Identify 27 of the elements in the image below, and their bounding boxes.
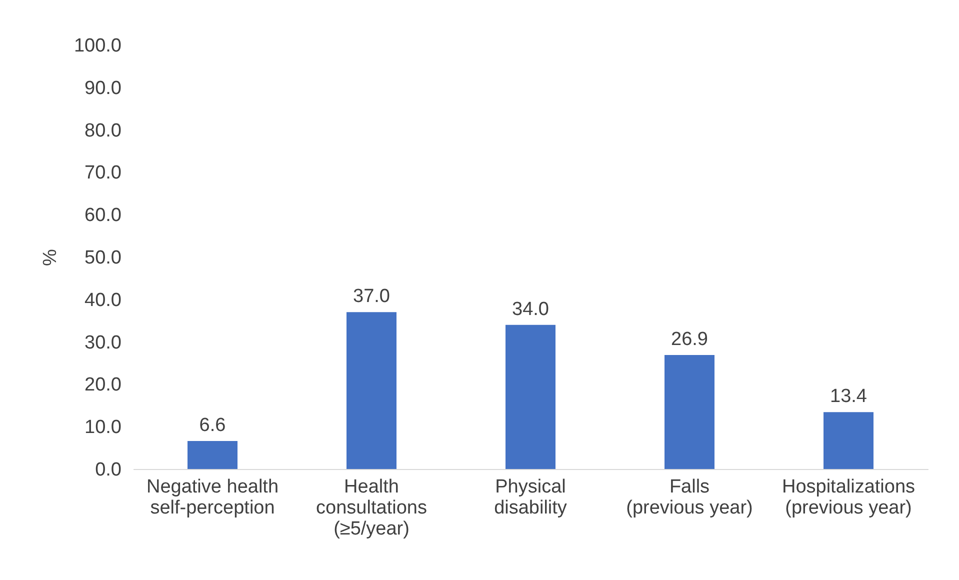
data-label: 37.0 [353, 286, 390, 308]
x-tick-label: Physical disability [494, 476, 568, 518]
data-label: 13.4 [830, 386, 868, 408]
x-tick-label: Health consultations (≥5/year) [316, 476, 427, 540]
bar [346, 312, 396, 469]
data-label: 34.0 [512, 298, 549, 320]
bar [188, 441, 238, 469]
x-tick-label: Negative health self-perception [146, 476, 279, 518]
y-tick-label: 30.0 [84, 332, 122, 354]
y-tick-label: 100.0 [74, 36, 122, 56]
x-tick-label: Hospitalizations (previous year) [782, 476, 916, 518]
y-tick-label: 40.0 [84, 290, 122, 311]
data-label: 26.9 [671, 328, 708, 350]
y-tick-label: 0.0 [95, 460, 122, 480]
y-axis-title: % [40, 248, 61, 266]
y-tick-label: 80.0 [84, 120, 122, 142]
y-tick-label: 20.0 [84, 374, 122, 396]
y-tick-label: 70.0 [84, 162, 122, 184]
y-tick-label: 50.0 [84, 248, 122, 268]
bar [824, 412, 874, 469]
y-tick-label: 10.0 [84, 417, 122, 438]
bar [506, 324, 556, 469]
y-tick-label: 60.0 [84, 205, 122, 226]
bar [664, 354, 714, 469]
x-tick-label: Falls (previous year) [626, 476, 753, 518]
data-label: 6.6 [199, 415, 226, 436]
y-tick-label: 90.0 [84, 78, 122, 99]
